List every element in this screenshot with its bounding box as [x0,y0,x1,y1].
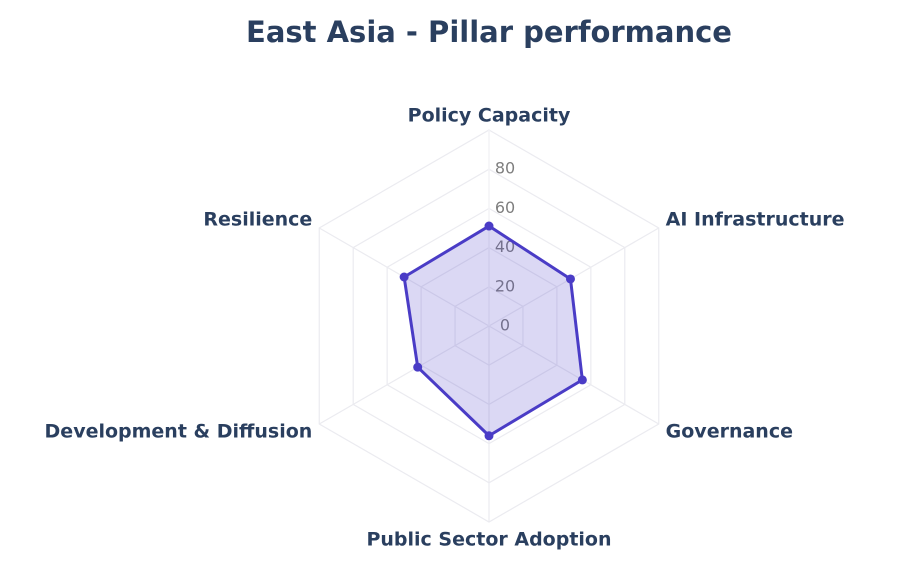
data-area [402,224,584,438]
category-label: AI Infrastructure [666,209,845,231]
r-tick-label: 60 [495,198,515,217]
category-label: Public Sector Adoption [366,529,611,551]
data-point [413,362,423,372]
category-label: Resilience [203,209,312,231]
category-label: Development & Diffusion [45,421,313,443]
r-tick-label: 80 [495,159,515,178]
data-point [577,375,587,385]
r-tick-label: 20 [495,276,515,295]
category-label: Governance [666,421,793,443]
r-tick-label: 40 [495,237,515,256]
data-point [484,431,494,441]
chart-title: East Asia - Pillar performance [246,15,732,49]
r-tick-label: 0 [500,316,510,335]
data-point [399,272,409,282]
category-label: Policy Capacity [408,105,571,127]
data-point [484,221,494,231]
data-point [565,274,575,284]
spoke [318,325,490,425]
spoke [488,325,660,425]
